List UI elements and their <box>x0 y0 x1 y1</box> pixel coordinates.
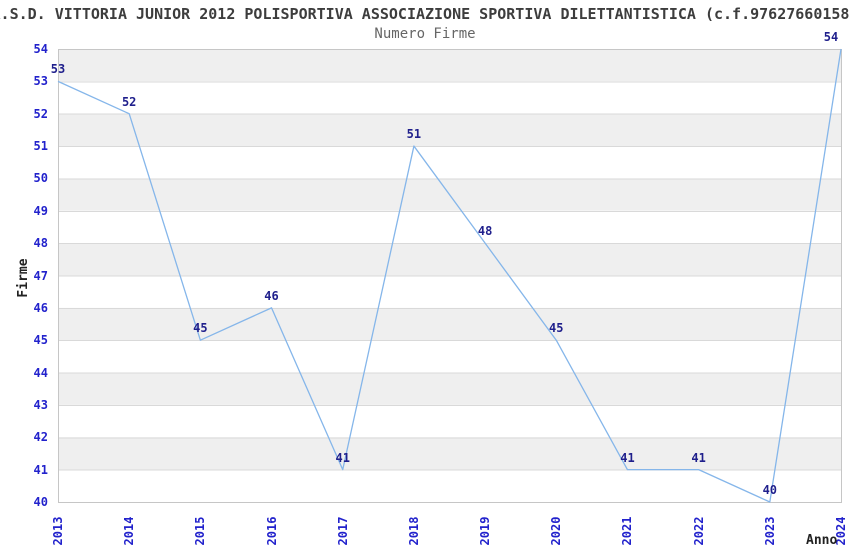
x-tick-label: 2016 <box>264 516 279 546</box>
data-label: 40 <box>762 483 778 497</box>
data-label: 41 <box>620 450 635 465</box>
y-tick-label: 44 <box>33 365 48 380</box>
y-tick-label: 45 <box>33 333 48 348</box>
y-tick-label: 51 <box>33 139 48 154</box>
x-tick-label: 2014 <box>122 516 137 546</box>
y-tick-label: 48 <box>33 236 48 251</box>
plot-band <box>58 210 841 244</box>
data-label: 41 <box>691 450 706 465</box>
data-label: 46 <box>264 288 279 303</box>
plot-band <box>58 437 841 470</box>
y-axis-title: Firme <box>16 258 31 298</box>
y-tick-label: 49 <box>33 203 48 218</box>
y-tick-label: 40 <box>33 495 48 509</box>
firme-line-series <box>57 48 842 503</box>
plot-band <box>58 243 841 276</box>
y-tick-label: 53 <box>33 74 48 89</box>
x-axis-title: Anno <box>806 533 838 548</box>
plot-band <box>58 81 841 114</box>
plot-band <box>58 307 841 341</box>
plot-band <box>58 113 841 147</box>
y-tick-label: 54 <box>33 42 48 56</box>
x-tick-label: 2015 <box>193 516 208 546</box>
x-tick-label: 2023 <box>762 516 777 546</box>
chart-subtitle: Numero Firme <box>374 26 476 42</box>
plot-band <box>58 469 841 502</box>
y-tick-label: 41 <box>33 462 48 477</box>
data-label: 52 <box>121 94 137 109</box>
plot-band <box>58 146 841 179</box>
data-label: 51 <box>406 127 422 142</box>
y-tick-label: 52 <box>33 106 48 121</box>
x-tick-label: 2013 <box>51 516 65 546</box>
x-tick-label: 2022 <box>691 516 706 546</box>
data-label: 45 <box>549 321 564 336</box>
plot-border <box>58 49 842 503</box>
plot-band <box>58 404 841 438</box>
x-tick-label: 2021 <box>620 516 635 546</box>
chart-title: A.S.D. VITTORIA JUNIOR 2012 POLISPORTIVA… <box>0 5 850 23</box>
x-tick-label: 2018 <box>406 516 421 546</box>
data-label: 48 <box>477 224 493 239</box>
y-tick-label: 43 <box>33 397 48 412</box>
y-tick-label: 46 <box>33 300 48 315</box>
data-label: 45 <box>193 321 208 336</box>
y-tick-label: 42 <box>33 430 48 445</box>
x-tick-label: 2019 <box>478 516 493 546</box>
data-label: 41 <box>335 450 350 465</box>
plot-band <box>58 49 841 82</box>
plot-band <box>58 372 841 405</box>
data-label: 54 <box>823 30 839 44</box>
y-tick-label: 50 <box>33 171 48 186</box>
x-tick-label: 2017 <box>335 516 350 546</box>
plot-band <box>58 340 841 373</box>
data-label: 53 <box>50 62 66 77</box>
y-tick-label: 47 <box>33 268 48 283</box>
plot-band <box>58 275 841 308</box>
x-tick-label: 2020 <box>549 516 564 546</box>
